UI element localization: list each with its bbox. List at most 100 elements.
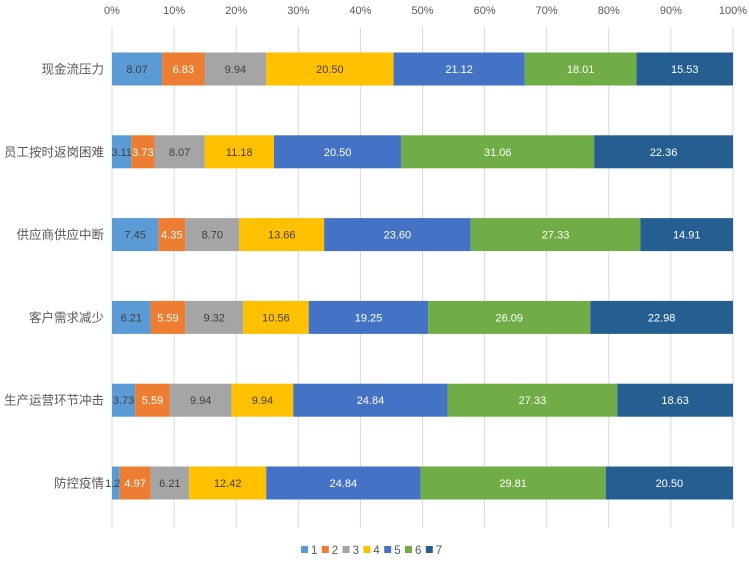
x-tick-label: 50% xyxy=(411,5,433,17)
bar-row: 7.45 4.35 8.70 13.66 23.60 27.33 14.91 xyxy=(112,218,733,252)
bar-row: 1.244.97 6.21 12.42 24.84 29.81 20.50 xyxy=(105,466,733,500)
bar-segment-series-3 xyxy=(169,383,232,417)
data-label: 5.59 xyxy=(142,395,163,407)
bar-segment-series-6 xyxy=(470,218,641,252)
legend: 1 2 3 4 5 6 7 xyxy=(301,545,442,557)
data-label: 27.33 xyxy=(519,395,547,407)
legend-label: 7 xyxy=(436,545,442,557)
category-label: 生产运营环节冲击 xyxy=(4,393,104,408)
category-label: 防控疫情 xyxy=(54,476,104,491)
data-label: 8.07 xyxy=(126,64,147,76)
legend-label: 2 xyxy=(332,545,338,557)
data-label: 27.33 xyxy=(542,230,570,242)
category-label: 现金流压力 xyxy=(41,62,104,77)
legend-swatch xyxy=(363,546,371,553)
bar-segment-series-4 xyxy=(231,383,294,417)
data-label: 18.01 xyxy=(567,64,595,76)
gridlines xyxy=(111,27,734,528)
x-tick-label: 80% xyxy=(598,5,620,17)
legend-swatch xyxy=(321,546,329,553)
bar-segment-series-2 xyxy=(135,383,170,417)
bar-segment-series-5 xyxy=(266,466,421,500)
data-label: 24.84 xyxy=(357,395,385,407)
bar-segment-series-2 xyxy=(158,218,186,252)
legend-label: 1 xyxy=(311,545,317,557)
x-axis-ticks: 0% 10% 20% 30% 40% 50% 60% 70% 80% 90% 100% xyxy=(104,5,747,17)
legend-item: 5 xyxy=(384,545,401,557)
data-label: 29.81 xyxy=(499,478,527,490)
data-label: 22.36 xyxy=(650,147,678,159)
legend-label: 6 xyxy=(415,545,421,557)
bar-segment-series-3 xyxy=(154,135,205,169)
bar-segment-series-6 xyxy=(420,466,606,500)
legend-swatch xyxy=(405,546,412,553)
data-label: 3.73 xyxy=(113,395,134,407)
bars: 8.07 6.83 9.94 20.50 21.12 18.01 15.533.11 3.73… xyxy=(105,52,733,500)
legend-swatch xyxy=(301,546,308,553)
bar-segment-series-5 xyxy=(274,135,402,169)
x-tick-label: 60% xyxy=(474,5,496,17)
bar-segment-series-3 xyxy=(185,218,240,252)
x-tick-label: 70% xyxy=(536,5,558,17)
data-label: 21.12 xyxy=(445,64,473,76)
data-label: 31.06 xyxy=(484,147,512,159)
bar-segment-series-3 xyxy=(204,52,267,86)
data-label: 20.50 xyxy=(324,147,352,159)
legend-item: 6 xyxy=(405,545,421,557)
bar-segment-series-6 xyxy=(401,135,595,169)
data-label: 3.73 xyxy=(132,147,153,159)
legend-item: 7 xyxy=(425,545,442,557)
legend-swatch xyxy=(384,546,392,553)
data-label: 11.18 xyxy=(226,147,253,159)
data-label: 26.09 xyxy=(496,312,524,324)
data-label: 24.84 xyxy=(330,478,358,490)
data-label: 9.32 xyxy=(204,312,225,324)
bar-segment-series-1 xyxy=(112,52,163,86)
bar-segment-series-2 xyxy=(131,135,155,169)
legend-label: 4 xyxy=(373,545,380,557)
data-label: 19.25 xyxy=(355,312,383,324)
bar-segment-series-7 xyxy=(640,218,733,252)
data-label: 8.07 xyxy=(169,147,190,159)
x-tick-label: 10% xyxy=(163,5,185,17)
legend-item: 2 xyxy=(321,545,338,557)
bar-segment-series-6 xyxy=(447,383,618,417)
data-label: 7.45 xyxy=(124,230,145,242)
bar-segment-series-1 xyxy=(112,466,120,500)
data-label: 9.94 xyxy=(225,64,246,76)
bar-segment-series-7 xyxy=(636,52,733,86)
legend-label: 3 xyxy=(353,545,359,557)
data-label: 13.66 xyxy=(268,230,296,242)
data-label: 20.50 xyxy=(316,64,344,76)
category-label: 供应商供应中断 xyxy=(16,227,104,242)
bar-segment-series-1 xyxy=(112,218,159,252)
x-tick-label: 30% xyxy=(287,5,309,17)
bar-segment-series-3 xyxy=(150,466,190,500)
legend-label: 5 xyxy=(394,545,400,557)
data-label: 4.35 xyxy=(161,230,182,242)
bar-segment-series-7 xyxy=(590,300,733,334)
data-label: 8.70 xyxy=(202,230,223,242)
bar-row: 6.21 5.59 9.32 10.56 19.25 26.09 22.98 xyxy=(112,300,733,334)
data-label: 23.60 xyxy=(384,230,412,242)
x-tick-label: 0% xyxy=(104,5,120,17)
bar-segment-series-7 xyxy=(617,383,733,417)
legend-swatch xyxy=(342,546,350,553)
bar-segment-series-5 xyxy=(293,383,448,417)
bar-row: 8.07 6.83 9.94 20.50 21.12 18.01 15.53 xyxy=(112,52,733,86)
data-label: 9.94 xyxy=(190,395,211,407)
x-tick-label: 20% xyxy=(225,5,247,17)
bar-segment-series-7 xyxy=(605,466,733,500)
bar-segment-series-7 xyxy=(594,135,733,169)
legend-item: 3 xyxy=(342,545,359,557)
bar-segment-series-2 xyxy=(162,52,205,86)
bar-segment-series-5 xyxy=(393,52,525,86)
data-label: 12.42 xyxy=(214,478,242,490)
bar-row: 3.73 5.59 9.94 9.94 24.84 27.33 18.63 xyxy=(112,383,733,417)
bar-segment-series-2 xyxy=(150,300,186,334)
data-label: 15.53 xyxy=(671,64,699,76)
legend-item: 1 xyxy=(301,545,317,557)
bar-segment-series-1 xyxy=(112,383,136,417)
legend-item: 4 xyxy=(363,545,380,557)
x-tick-label: 100% xyxy=(719,5,747,17)
